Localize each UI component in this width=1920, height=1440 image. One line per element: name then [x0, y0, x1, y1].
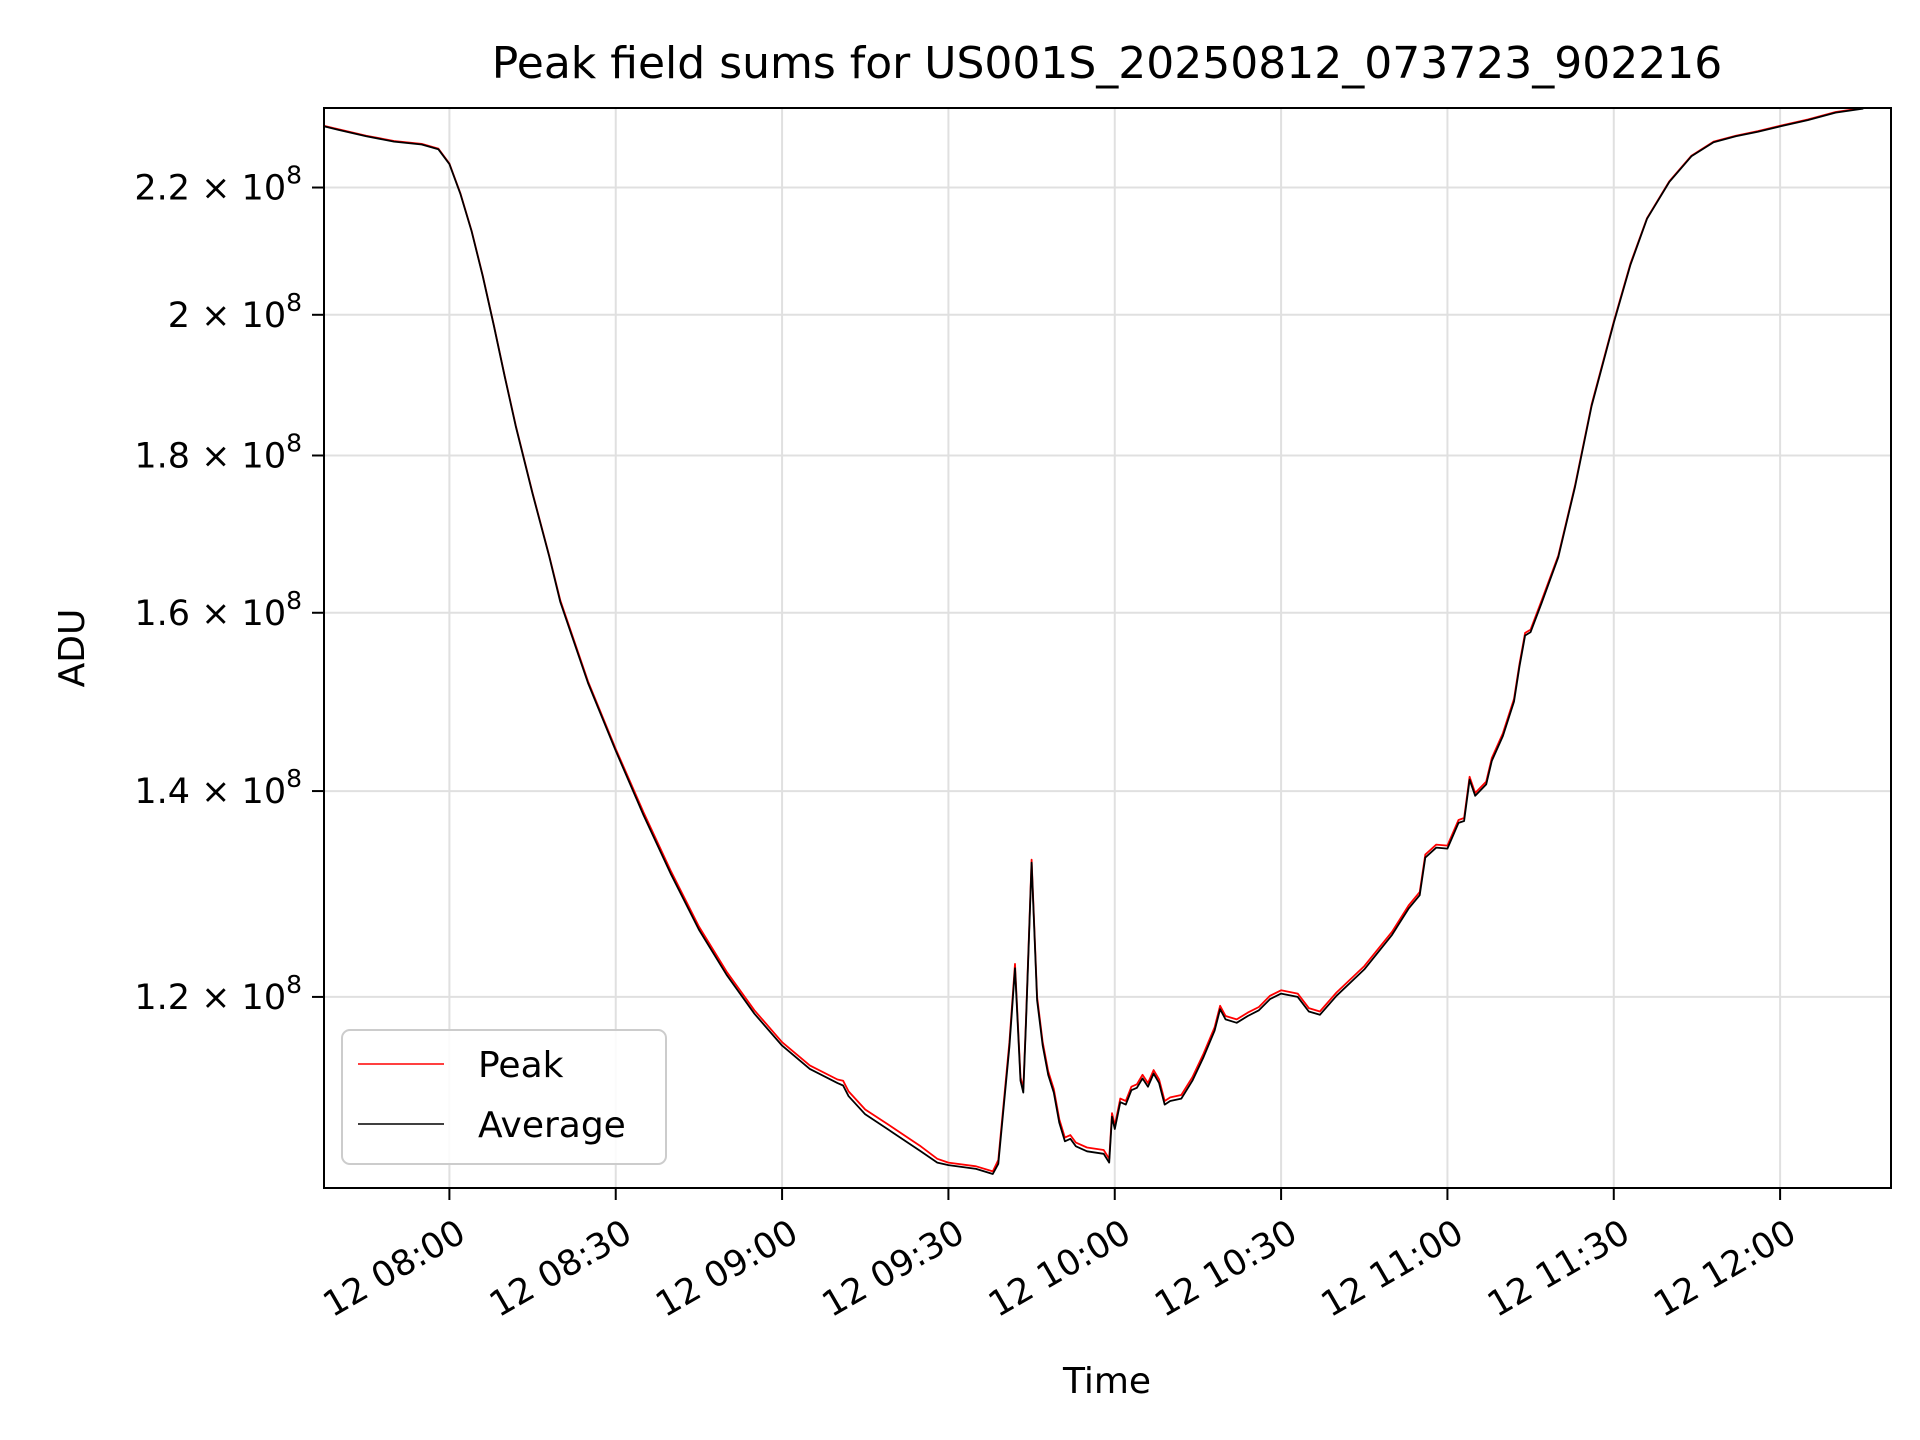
grid: [324, 108, 1891, 1188]
x-axis-label: Time: [1062, 1361, 1151, 1402]
y-tick-label: 2.2 × 108: [134, 161, 302, 209]
legend: Peak Average: [341, 1029, 667, 1165]
y-axis-label: ADU: [52, 609, 93, 688]
legend-label-peak: Peak: [478, 1045, 564, 1086]
legend-label-average: Average: [478, 1105, 626, 1146]
chart-title: Peak field sums for US001S_20250812_0737…: [492, 38, 1722, 89]
y-tick-label: 1.4 × 108: [134, 764, 302, 812]
y-tick-label: 1.2 × 108: [134, 970, 302, 1018]
series-line-average: [324, 108, 1864, 1175]
y-tick-label: 1.8 × 108: [134, 428, 302, 476]
y-axis: 1.2 × 108 1.4 × 108 1.6 × 108 1.8 × 108 2 × …: [134, 161, 324, 1018]
y-tick-label: 2 × 108: [168, 288, 302, 336]
series-layer: [324, 108, 1864, 1175]
y-tick-label: 1.6 × 108: [134, 586, 302, 634]
plot-frame: [323, 107, 1892, 1189]
